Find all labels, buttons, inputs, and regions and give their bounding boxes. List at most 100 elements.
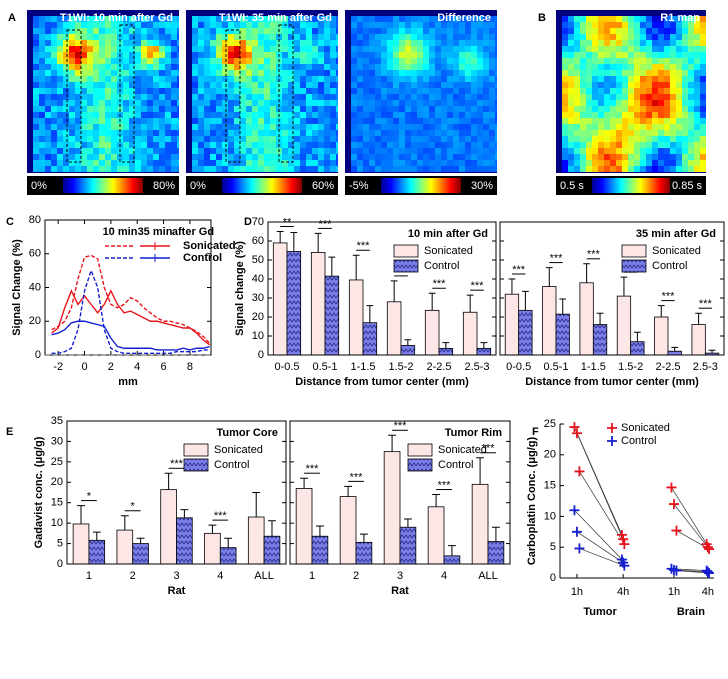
map-cell [216,76,222,82]
map-cell [165,112,171,118]
map-cell [165,166,171,172]
map-cell [646,52,652,58]
map-cell [258,142,264,148]
map-cell [204,142,210,148]
map-cell [604,10,610,16]
map-cell [345,130,351,136]
map-cell [634,112,640,118]
map-cell [646,64,652,70]
map-cell [45,106,51,112]
map-cell [375,154,381,160]
map-cell [264,40,270,46]
map-cell [129,82,135,88]
map-cell [640,22,646,28]
map-cell [312,148,318,154]
map-cell [622,154,628,160]
map-cell [27,112,33,118]
x-tick-label: 1h [571,586,583,598]
map-cell [93,40,99,46]
map-cell [246,10,252,16]
map-cell [75,106,81,112]
error-bar [657,305,665,317]
map-cell [93,28,99,34]
map-cell [270,136,276,142]
chart-title: Tumor Rim [445,427,502,439]
map-cell [318,88,324,94]
map-cell [477,52,483,58]
map-cell [652,46,658,52]
map-cell [282,172,288,173]
map-cell [369,118,375,124]
map-cell [556,64,562,70]
map-cell [294,82,300,88]
map-cell [135,172,141,173]
map-cell [330,106,336,112]
map-cell [694,64,700,70]
map-cell [441,28,447,34]
map-cell [336,130,338,136]
map-cell [556,16,562,22]
map-cell [640,28,646,34]
map-cell [318,112,324,118]
map-cell [234,160,240,166]
map-cell [574,100,580,106]
map-cell [57,64,63,70]
map-cell [411,148,417,154]
y-tick-label: 40 [252,273,264,285]
map-cell [628,118,634,124]
map-cell [300,64,306,70]
map-cell [411,172,417,173]
map-cell [99,64,105,70]
x-tick-label: ALL [254,570,274,582]
map-cell [81,148,87,154]
map-cell [165,46,171,52]
map-cell [580,76,586,82]
legend-label: Sonicated [621,422,670,434]
map-cell [363,64,369,70]
map-cell [375,142,381,148]
map-cell [556,148,562,154]
map-cell [670,100,676,106]
map-cell [159,112,165,118]
legend-label: Sonicated [183,240,236,252]
map-cell [417,142,423,148]
map-cell [81,76,87,82]
map-cell [556,22,562,28]
map-cell [282,52,288,58]
map-cell [688,94,694,100]
map-cell [447,16,453,22]
map-cell [39,46,45,52]
map-cell [477,58,483,64]
map-cell [294,100,300,106]
map-cell [69,112,75,118]
map-cell [300,82,306,88]
map-cell [471,28,477,34]
map-cell [222,88,228,94]
map-cell [246,136,252,142]
map-cell [562,34,568,40]
map-cell [622,124,628,130]
map-cell [628,166,634,172]
map-cell [453,82,459,88]
map-cell [351,34,357,40]
map-cell [153,106,159,112]
map-cell [604,136,610,142]
map-cell [111,142,117,148]
map-cell [604,46,610,52]
bar [355,541,373,565]
map-cell [258,88,264,94]
map-cell [562,112,568,118]
map-cell [324,22,330,28]
map-cell [465,154,471,160]
map-cell [171,118,177,124]
map-cell [652,76,658,82]
error-bar [403,518,412,528]
map-cell [411,10,417,16]
map-cell [598,10,604,16]
map-cell [330,70,336,76]
map-cell [81,22,87,28]
map-cell [447,76,453,82]
chart-title: 35 min after Gd [636,228,716,240]
map-cell [177,166,179,172]
map-cell [216,160,222,166]
